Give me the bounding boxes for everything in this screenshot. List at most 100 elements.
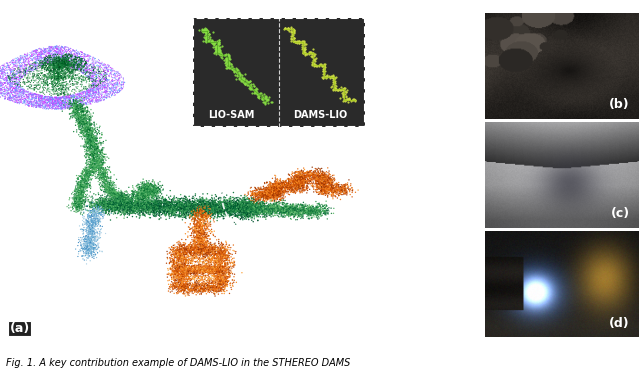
Point xyxy=(116,195,126,201)
Point xyxy=(17,94,27,100)
Point xyxy=(199,287,209,293)
Point xyxy=(43,54,53,60)
Point xyxy=(191,229,201,235)
Point xyxy=(95,77,106,83)
Point xyxy=(252,190,262,196)
Point xyxy=(36,63,47,69)
Point xyxy=(298,177,308,183)
Point xyxy=(8,89,19,95)
Point xyxy=(111,191,121,197)
Point xyxy=(76,89,86,95)
Point xyxy=(97,214,108,219)
Point xyxy=(203,256,213,262)
Point xyxy=(191,245,202,251)
Point xyxy=(205,243,215,249)
Point xyxy=(215,283,225,289)
Point xyxy=(212,277,223,283)
Point xyxy=(118,75,129,81)
Point xyxy=(50,101,60,107)
Point xyxy=(117,202,127,208)
Point xyxy=(140,186,150,192)
Point xyxy=(40,94,50,100)
Point xyxy=(42,94,52,100)
Point xyxy=(54,55,65,61)
Point xyxy=(70,195,81,201)
Point xyxy=(276,205,286,211)
Point xyxy=(88,81,98,87)
Point xyxy=(98,94,108,100)
Point xyxy=(88,228,99,234)
Point xyxy=(177,264,188,270)
Point xyxy=(76,183,86,189)
Point xyxy=(186,207,196,213)
Point xyxy=(227,286,237,292)
Point xyxy=(269,191,280,197)
Point xyxy=(36,49,47,55)
Point xyxy=(19,68,29,74)
Point xyxy=(60,72,70,78)
Point xyxy=(292,39,303,45)
Point xyxy=(275,187,285,193)
Point xyxy=(295,175,305,181)
Point xyxy=(79,68,89,74)
Point xyxy=(58,63,68,69)
Point xyxy=(328,193,339,199)
Point xyxy=(298,205,308,211)
Point xyxy=(194,211,204,217)
Point xyxy=(216,205,226,211)
Point xyxy=(336,84,346,90)
Point xyxy=(226,200,236,206)
Point xyxy=(223,254,234,260)
Point xyxy=(65,69,75,75)
Point xyxy=(6,67,16,73)
Point xyxy=(88,151,99,157)
Point xyxy=(57,60,67,66)
Point xyxy=(12,63,22,69)
Point xyxy=(61,58,72,64)
Point xyxy=(18,87,28,93)
Point xyxy=(51,62,61,68)
Point xyxy=(227,282,237,288)
Point xyxy=(5,87,15,93)
Point xyxy=(200,275,211,281)
Point xyxy=(151,204,161,210)
Point xyxy=(79,107,90,113)
Point xyxy=(45,68,55,74)
Point xyxy=(51,89,61,94)
Point xyxy=(79,121,89,127)
Point xyxy=(136,201,147,207)
Point xyxy=(23,96,33,102)
Point xyxy=(56,64,66,70)
Point xyxy=(282,211,292,217)
Point xyxy=(278,209,288,215)
Point xyxy=(210,251,220,257)
Point xyxy=(145,215,156,221)
Point xyxy=(86,150,96,155)
Point xyxy=(88,72,99,78)
Point xyxy=(279,211,289,217)
Point xyxy=(66,75,76,81)
Point xyxy=(111,201,122,207)
Point xyxy=(189,209,200,215)
Point xyxy=(204,244,214,250)
Point xyxy=(179,275,189,280)
Point xyxy=(239,205,249,211)
Point xyxy=(232,73,243,78)
Point xyxy=(142,203,152,209)
Point xyxy=(70,195,81,201)
Point xyxy=(100,198,110,204)
Point xyxy=(169,285,179,291)
Point xyxy=(248,202,258,208)
Point xyxy=(87,162,97,168)
Point xyxy=(72,200,82,206)
Point xyxy=(83,182,93,188)
Point xyxy=(56,62,67,68)
Point xyxy=(176,278,186,284)
Point xyxy=(211,286,221,292)
Point xyxy=(273,184,284,190)
Point xyxy=(282,182,292,188)
Point xyxy=(78,241,88,247)
Point xyxy=(175,203,186,209)
Point xyxy=(77,185,87,191)
Point xyxy=(97,179,108,185)
